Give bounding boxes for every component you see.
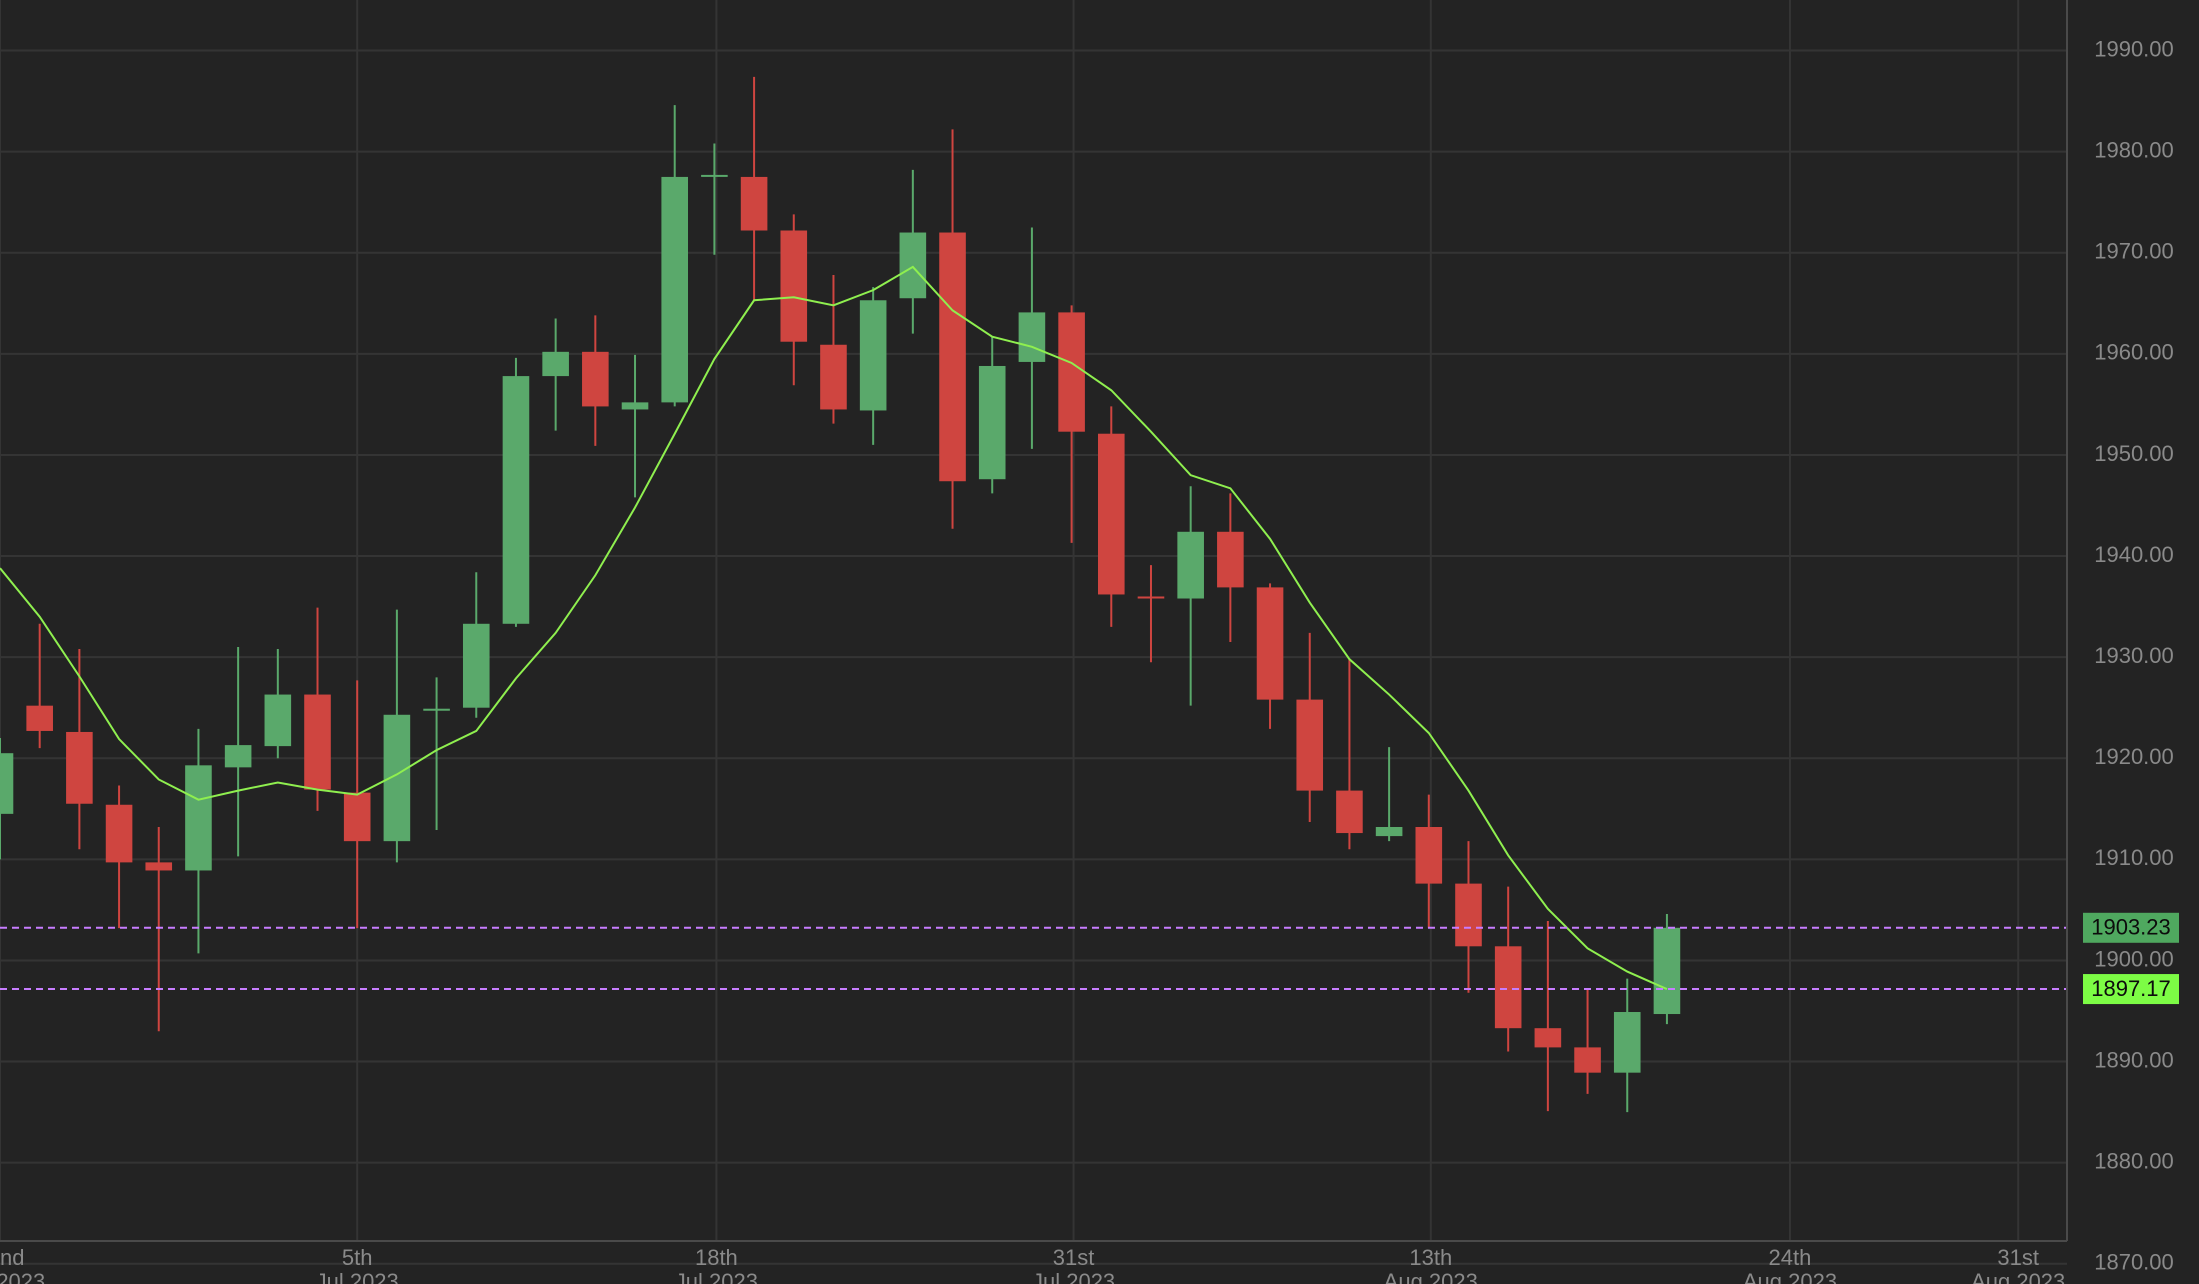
- candle-body: [1137, 596, 1165, 599]
- y-tick-label: 1970.00: [2094, 239, 2174, 264]
- x-tick-label: 5th Jul 2023: [316, 1245, 399, 1284]
- candle-body: [701, 174, 728, 177]
- y-tick-label: 1980.00: [2094, 137, 2174, 162]
- price-label: 1903.23: [2091, 915, 2171, 940]
- x-tick-label: 24th Aug 2023: [1743, 1245, 1837, 1284]
- candle-body: [859, 300, 887, 411]
- y-tick-label: 1960.00: [2094, 340, 2174, 365]
- candle-body: [621, 402, 649, 410]
- candle-body: [820, 344, 847, 410]
- y-tick-label: 1870.00: [2094, 1250, 2174, 1275]
- candle-body: [502, 376, 530, 624]
- y-tick-label: 1890.00: [2094, 1047, 2174, 1072]
- candle-body: [0, 753, 14, 814]
- candle-body: [26, 705, 53, 731]
- grid: [0, 0, 2067, 1265]
- y-tick-label: 1900.00: [2094, 946, 2174, 971]
- candle-body: [1336, 790, 1363, 834]
- candle-body: [1574, 1047, 1601, 1073]
- candle-body: [1534, 1028, 1562, 1048]
- moving-average-line: [0, 265, 1668, 990]
- candle-body: [66, 731, 93, 804]
- candle-body: [1613, 1012, 1641, 1073]
- price-label: 1897.17: [2091, 976, 2171, 1001]
- y-tick-label: 1910.00: [2094, 845, 2174, 870]
- x-tick-label: 22ndJun 2023: [0, 1245, 45, 1284]
- x-tick-label: 18th Jul 2023: [675, 1245, 758, 1284]
- candle-body: [1653, 927, 1681, 1015]
- candle-body: [224, 745, 252, 768]
- candle-body: [1217, 531, 1244, 588]
- candle-body: [145, 862, 173, 871]
- candle-body: [185, 765, 212, 871]
- candle-body: [1018, 312, 1046, 362]
- y-tick-label: 1920.00: [2094, 744, 2174, 769]
- y-tick-label: 1940.00: [2094, 542, 2174, 567]
- candle-body: [939, 232, 966, 482]
- plot-area: [0, 76, 2067, 1113]
- candle-body: [740, 176, 768, 231]
- candle-body: [780, 230, 808, 342]
- x-tick-label: 13th Aug 2023: [1384, 1245, 1478, 1284]
- y-tick-label: 1880.00: [2094, 1148, 2174, 1173]
- x-tick-label: 31st Aug 2023: [1971, 1245, 2065, 1284]
- candle-body: [264, 694, 292, 747]
- candle-body: [1256, 587, 1284, 700]
- candle-body: [1058, 312, 1085, 432]
- candle-body: [542, 351, 569, 377]
- candle-body: [1296, 699, 1324, 791]
- candle-body: [661, 176, 689, 403]
- price-label-box: [2083, 974, 2179, 1005]
- candle-body: [899, 232, 927, 299]
- price-label-box: [2083, 912, 2179, 943]
- y-tick-label: 1950.00: [2094, 441, 2174, 466]
- candle-body: [383, 714, 411, 842]
- candle-body: [1375, 826, 1403, 837]
- candle-body: [1494, 946, 1522, 1029]
- x-tick-label: 31st Jul 2023: [1032, 1245, 1115, 1284]
- candle-body: [423, 708, 450, 711]
- candle-body: [1177, 531, 1204, 599]
- candle-body: [462, 623, 490, 708]
- candle-body: [304, 694, 331, 790]
- candle-body: [105, 804, 133, 863]
- y-tick-label: 1930.00: [2094, 643, 2174, 668]
- candle-body: [1097, 433, 1125, 595]
- candle-body: [343, 792, 371, 842]
- candle-body: [1415, 826, 1443, 884]
- candle-body: [1455, 883, 1482, 947]
- candle-body: [978, 365, 1006, 480]
- y-tick-label: 1990.00: [2094, 36, 2174, 61]
- candle-body: [582, 351, 609, 407]
